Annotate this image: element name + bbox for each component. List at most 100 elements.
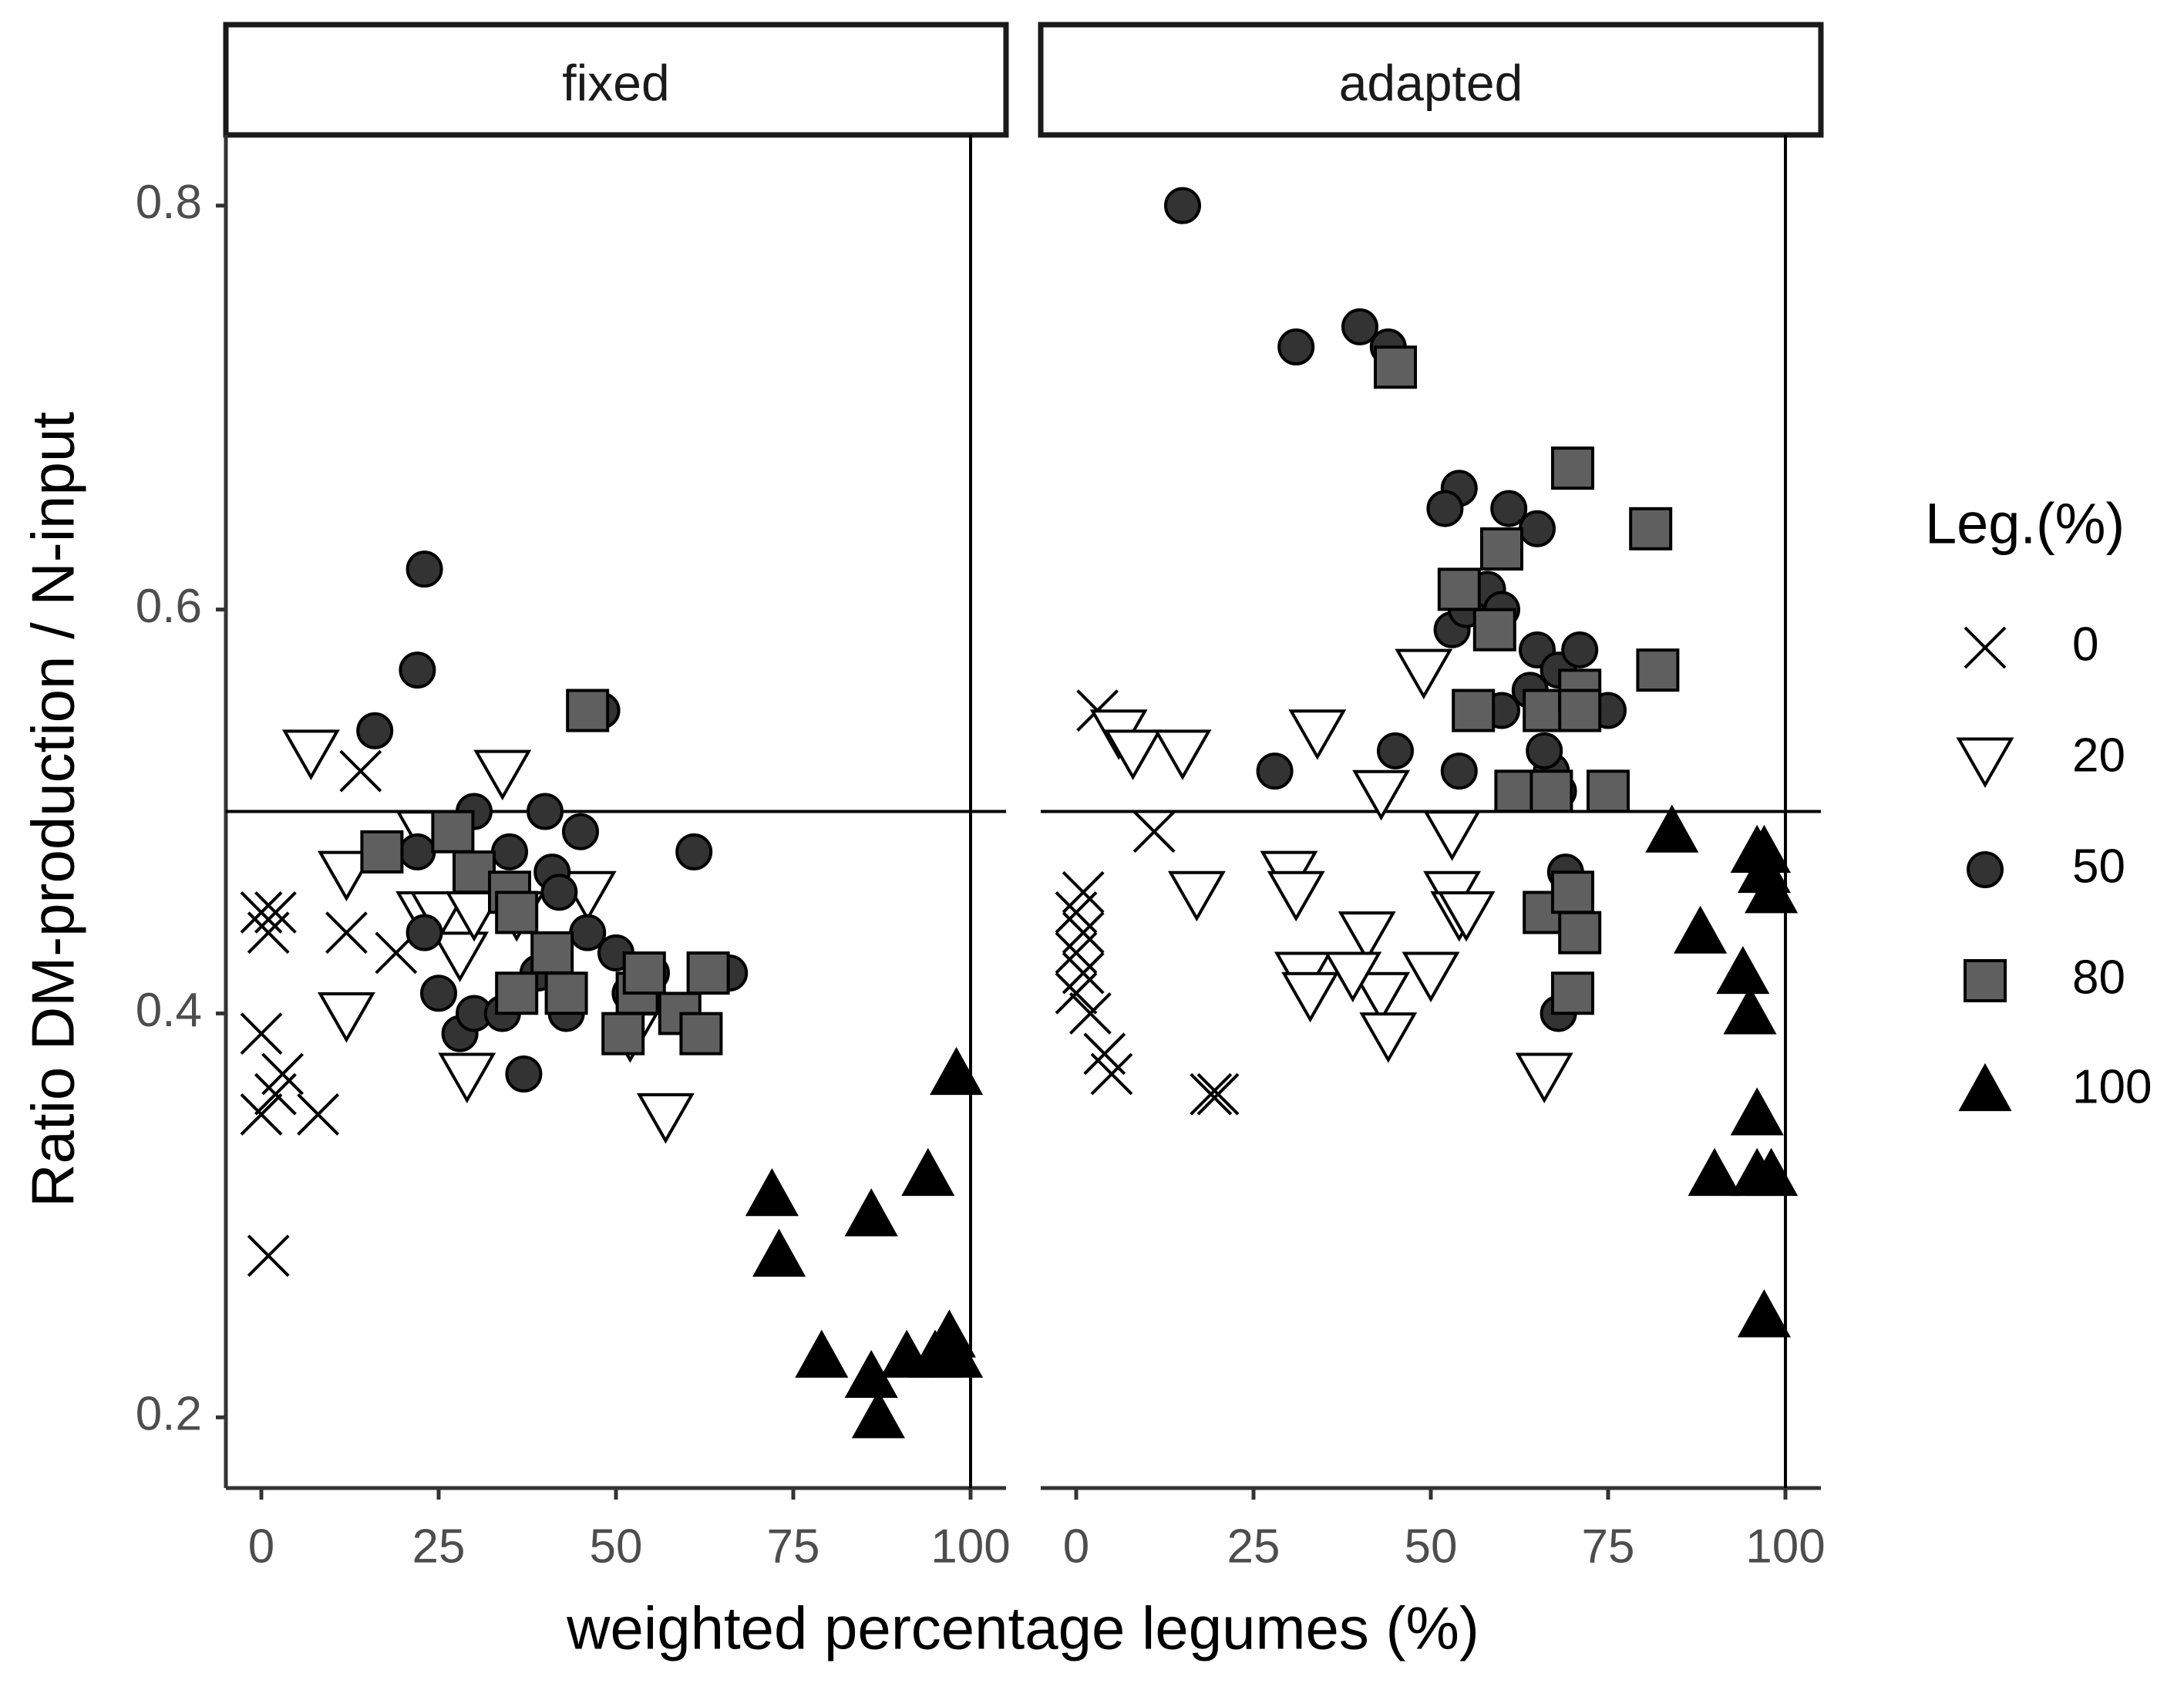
point-fixed-80: [544, 971, 588, 1015]
point-adapted-20: [1352, 769, 1411, 821]
point-fixed-20: [317, 992, 375, 1043]
point-adapted-50: [1256, 752, 1294, 790]
point-adapted-100: [1645, 804, 1699, 853]
point-fixed-80: [495, 971, 539, 1015]
point-adapted-80: [1437, 567, 1481, 611]
point-adapted-20: [1167, 870, 1226, 922]
point-fixed-50: [562, 813, 599, 850]
strip-adapted-box: [1038, 22, 1824, 138]
point-adapted-80: [1587, 769, 1630, 813]
point-fixed-20: [281, 729, 340, 780]
point-adapted-100: [1688, 1147, 1741, 1197]
point-fixed-20: [473, 749, 532, 801]
point-adapted-20: [1267, 870, 1325, 922]
point-fixed-80: [530, 931, 574, 975]
point-fixed-80: [566, 689, 610, 732]
x-tick-label-fixed: 100: [930, 1520, 1010, 1573]
point-adapted-0: [1132, 810, 1176, 854]
point-fixed-20: [431, 931, 490, 982]
point-fixed-50: [527, 793, 564, 830]
legend-key-80: [1964, 959, 2007, 1002]
point-adapted-100: [1723, 986, 1777, 1035]
point-adapted-20: [1352, 971, 1411, 1023]
point-adapted-0: [1190, 1072, 1233, 1116]
point-fixed-50: [540, 874, 578, 911]
point-fixed-0: [247, 1234, 290, 1278]
legend-key-50: [1967, 851, 2004, 888]
point-adapted-80: [1472, 608, 1516, 651]
point-fixed-80: [622, 951, 666, 995]
point-fixed-0: [339, 749, 382, 793]
point-adapted-50: [1426, 490, 1464, 527]
point-adapted-80: [1636, 648, 1680, 692]
x-tick-label-fixed: 0: [248, 1520, 274, 1573]
point-adapted-20: [1423, 810, 1482, 861]
point-adapted-80: [1558, 689, 1602, 732]
point-fixed-100: [930, 1329, 984, 1378]
point-fixed-20: [636, 1093, 695, 1144]
point-adapted-50: [1164, 187, 1201, 224]
point-fixed-80: [679, 1012, 723, 1056]
point-adapted-80: [1558, 911, 1602, 955]
point-fixed-0: [254, 891, 297, 934]
point-adapted-50: [1526, 732, 1563, 769]
point-adapted-100: [1674, 905, 1728, 954]
point-fixed-80: [495, 891, 539, 934]
x-tick-label-adapted: 75: [1582, 1520, 1635, 1573]
legend-label-100: 100: [2072, 1060, 2152, 1113]
x-tick-label-adapted: 0: [1063, 1520, 1089, 1573]
point-fixed-0: [240, 1093, 283, 1136]
point-adapted-100: [1745, 865, 1799, 914]
point-adapted-50: [1519, 510, 1556, 547]
legend-label-50: 50: [2072, 840, 2125, 893]
point-adapted-100: [1737, 824, 1791, 873]
point-fixed-50: [505, 1056, 543, 1093]
point-fixed-50: [399, 833, 436, 870]
x-tick-label-fixed: 25: [412, 1520, 466, 1573]
point-fixed-50: [406, 914, 443, 951]
x-axis-title: weighted percentage legumes (%): [566, 1594, 1479, 1662]
legend-label-0: 0: [2072, 618, 2098, 671]
point-adapted-0: [1055, 971, 1098, 1015]
point-adapted-100: [1730, 1087, 1784, 1136]
y-tick-label: 0.2: [136, 1388, 202, 1441]
point-fixed-100: [851, 1390, 905, 1439]
point-adapted-20: [1324, 951, 1382, 1003]
point-adapted-80: [1374, 345, 1417, 389]
point-fixed-100: [795, 1329, 849, 1378]
point-fixed-80: [686, 951, 730, 995]
point-fixed-100: [745, 1168, 799, 1217]
point-adapted-50: [1440, 752, 1478, 790]
point-adapted-80: [1551, 971, 1594, 1015]
point-adapted-20: [1395, 648, 1453, 700]
point-adapted-20: [1153, 729, 1212, 780]
x-tick-label-fixed: 50: [590, 1520, 643, 1573]
y-tick-label: 0.4: [136, 984, 202, 1037]
point-fixed-0: [325, 911, 368, 955]
point-adapted-50: [1277, 328, 1315, 366]
legend-label-20: 20: [2072, 729, 2125, 782]
x-tick-label-fixed: 75: [767, 1520, 820, 1573]
point-fixed-50: [675, 833, 713, 870]
point-fixed-80: [431, 810, 475, 854]
legend: Leg.(%) 0 20 50 80 100: [1925, 492, 2152, 1114]
point-adapted-20: [1338, 911, 1396, 962]
point-fixed-100: [844, 1188, 898, 1237]
point-adapted-0: [1090, 1052, 1133, 1096]
point-fixed-50: [356, 712, 394, 749]
point-fixed-0: [240, 1012, 283, 1056]
legend-key-20: [1956, 737, 2014, 789]
legend-key-0: [1964, 626, 2007, 669]
point-adapted-20: [1515, 1052, 1573, 1104]
point-adapted-100: [1737, 1289, 1791, 1338]
point-adapted-20: [1437, 891, 1496, 942]
legend-title: Leg.(%): [1925, 492, 2125, 556]
point-adapted-20: [1359, 1012, 1418, 1063]
point-adapted-20: [1281, 971, 1340, 1023]
point-fixed-20: [438, 1052, 496, 1104]
point-fixed-80: [360, 830, 404, 874]
point-fixed-100: [752, 1228, 806, 1277]
point-adapted-50: [1490, 490, 1528, 527]
point-fixed-50: [399, 651, 436, 689]
